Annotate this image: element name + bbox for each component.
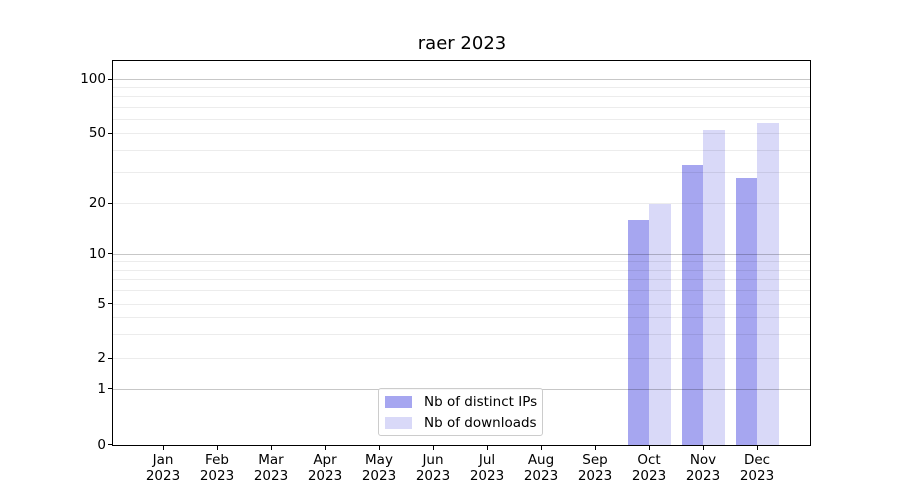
x-tick-mark-jul	[486, 446, 488, 450]
legend-swatch-distinct-ips	[385, 395, 412, 408]
y-tick-mark-5	[108, 303, 112, 305]
x-tick-mark-nov	[702, 446, 704, 450]
plot-area	[112, 60, 811, 446]
x-tick-mark-mar	[270, 446, 272, 450]
x-tick-mark-oct	[648, 446, 650, 450]
x-tick-label-oct: Oct 2023	[631, 452, 667, 484]
bar-downloads-dec	[757, 123, 779, 445]
x-tick-mark-may	[378, 446, 380, 450]
gridline-3	[113, 333, 810, 335]
legend-label-downloads: Nb of downloads	[424, 414, 537, 431]
x-tick-label-nov: Nov 2023	[685, 452, 721, 484]
legend-label-distinct-ips: Nb of distinct IPs	[424, 393, 538, 410]
legend: Nb of distinct IPs Nb of downloads	[378, 388, 543, 436]
gridline-40	[113, 150, 810, 152]
x-tick-label-jul: Jul 2023	[469, 452, 505, 484]
y-tick-label-50: 50	[88, 125, 106, 141]
x-tick-mark-jun	[432, 446, 434, 450]
x-tick-label-aug: Aug 2023	[523, 452, 559, 484]
gridline-10	[113, 253, 810, 255]
gridline-9	[113, 261, 810, 263]
x-tick-label-dec: Dec 2023	[739, 452, 775, 484]
grid-layer	[113, 61, 810, 445]
x-tick-label-jan: Jan 2023	[145, 452, 181, 484]
x-tick-label-feb: Feb 2023	[199, 452, 235, 484]
y-tick-mark-1	[108, 388, 112, 390]
x-tick-label-jun: Jun 2023	[415, 452, 451, 484]
y-tick-mark-100	[108, 78, 112, 80]
y-tick-mark-10	[108, 253, 112, 255]
x-tick-label-sep: Sep 2023	[577, 452, 613, 484]
bar-downloads-nov	[703, 130, 725, 445]
y-tick-label-1: 1	[97, 380, 106, 397]
gridline-6	[113, 290, 810, 292]
bar-distinct-ips-dec	[735, 177, 757, 445]
gridline-30	[113, 172, 810, 174]
gridline-5	[113, 303, 810, 305]
x-tick-label-apr: Apr 2023	[307, 452, 343, 484]
gridline-60	[113, 118, 810, 120]
bars-layer	[113, 61, 810, 445]
gridline-100	[113, 79, 810, 80]
gridline-2	[113, 358, 810, 359]
gridline-80	[113, 96, 810, 98]
gridline-70	[113, 106, 810, 108]
y-tick-mark-2	[108, 357, 112, 359]
bar-distinct-ips-nov	[681, 165, 703, 445]
legend-swatch-downloads	[385, 416, 412, 429]
x-tick-mark-sep	[594, 446, 596, 450]
bar-downloads-oct	[649, 203, 671, 445]
y-tick-mark-0	[108, 444, 112, 446]
y-tick-label-5: 5	[97, 295, 106, 312]
y-tick-label-10: 10	[88, 245, 106, 262]
gridline-90	[113, 87, 810, 89]
x-tick-mark-aug	[540, 446, 542, 450]
chart-title: raer 2023	[417, 33, 507, 54]
x-tick-mark-dec	[756, 446, 758, 450]
x-tick-mark-jan	[162, 446, 164, 450]
y-tick-mark-20	[108, 202, 112, 204]
y-tick-label-0: 0	[97, 436, 106, 453]
gridline-7	[113, 279, 810, 281]
legend-item-downloads: Nb of downloads	[385, 414, 542, 432]
x-tick-mark-apr	[324, 446, 326, 450]
gridline-4	[113, 316, 810, 318]
gridline-50	[113, 133, 810, 134]
gridline-8	[113, 269, 810, 271]
x-tick-label-mar: Mar 2023	[253, 452, 289, 484]
bar-distinct-ips-oct	[627, 219, 649, 445]
y-tick-mark-50	[108, 132, 112, 134]
gridline-20	[113, 203, 810, 204]
y-tick-label-20: 20	[88, 195, 106, 211]
y-tick-label-2: 2	[97, 350, 106, 366]
legend-item-distinct-ips: Nb of distinct IPs	[385, 393, 542, 411]
x-tick-label-may: May 2023	[361, 452, 397, 484]
x-tick-mark-feb	[216, 446, 218, 450]
y-tick-label-100: 100	[80, 71, 106, 87]
